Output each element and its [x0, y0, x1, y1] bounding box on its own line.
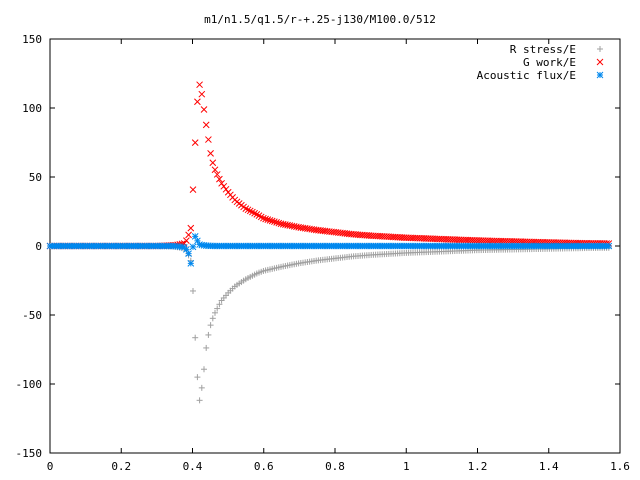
series-g-work-e-point: [260, 214, 267, 222]
y-tick-label: 0: [35, 240, 42, 253]
series-g-work-e-point: [189, 186, 197, 193]
x-tick-label: 0.6: [254, 460, 274, 473]
chart-title: m1/n1.5/q1.5/r-+.25-j130/M100.0/512: [204, 13, 436, 26]
series-g-work-e-point: [191, 139, 199, 146]
series-g-work-e-point: [209, 159, 217, 167]
series-acoustic-flux-e-point: [185, 250, 192, 257]
series-r-stress-e-point: [205, 331, 212, 338]
series-r-stress-e-point: [209, 315, 216, 322]
series-g-work-e-point: [220, 182, 228, 190]
series-r-stress-e-point: [198, 384, 205, 391]
series-g-work-e-point: [273, 219, 280, 226]
legend-label: G work/E: [523, 56, 576, 69]
series-r-stress-e-point: [212, 309, 218, 316]
series-g-work-e-point: [216, 175, 223, 183]
x-tick-label: 1.6: [610, 460, 630, 473]
series-g-work-e-point: [213, 171, 221, 178]
series-g-work-e-point: [264, 216, 272, 224]
x-tick-label: 0: [47, 460, 54, 473]
series-r-stress-e-point: [207, 322, 214, 329]
y-tick-label: -150: [16, 447, 43, 460]
axis-ticks: 0 0.2 0.4 0.6 0.8 1 1.2 1.4 1.6 150 100 50 0 -50 -100 -…: [16, 33, 630, 473]
series-acoustic-flux-e-point: [187, 260, 195, 267]
series-g-work-e-point: [211, 166, 219, 174]
y-tick-label: 50: [29, 171, 42, 184]
series-g-work-e-point: [194, 98, 201, 106]
series-r-stress-e-point: [201, 366, 207, 373]
series-r-stress-e-point: [216, 301, 223, 308]
series-g-work-e-point: [207, 150, 214, 157]
series-g-work-e-point: [266, 216, 274, 224]
series-g-work-e-point: [262, 215, 269, 223]
series-g-work-e-point: [196, 81, 203, 89]
x-tick-label: 0.4: [183, 460, 203, 473]
series-r-stress-e-point: [190, 287, 196, 294]
series-g-work-e-point: [271, 218, 278, 226]
series-r-stress-e-point: [214, 305, 221, 312]
series-r-stress-e-point: [196, 397, 203, 404]
legend-label: Acoustic flux/E: [477, 69, 576, 82]
x-tick-label: 1.2: [468, 460, 488, 473]
series-g-work-e-point: [275, 219, 283, 227]
x-tick-label: 1.4: [539, 460, 559, 473]
series-g-work-e-point: [222, 185, 230, 193]
y-tick-label: -50: [22, 309, 42, 322]
x-tick-label: 1: [403, 460, 410, 473]
series-g-work-e-point: [185, 231, 192, 239]
series-g-work-e-point: [187, 224, 195, 232]
series-r-stress-e-point: [192, 334, 199, 341]
y-tick-label: 150: [22, 33, 42, 46]
y-tick-label: -100: [16, 378, 43, 391]
legend-marker: [596, 71, 604, 79]
series-g-work-e-point: [202, 121, 210, 129]
series-g-work-e-point: [200, 106, 208, 113]
x-tick-label: 0.2: [111, 460, 131, 473]
series-r-stress-e-point: [194, 374, 201, 381]
legend-marker: [597, 46, 603, 52]
series-g-work-e-point: [218, 179, 225, 187]
series-acoustic-flux-e-point: [605, 242, 613, 250]
series-g-work-e-point: [183, 237, 190, 244]
legend-label: R stress/E: [510, 43, 576, 56]
data-points: [46, 81, 613, 404]
series-acoustic-flux-e-point: [189, 243, 197, 251]
series-r-stress-e-point: [203, 344, 210, 351]
y-tick-label: 100: [22, 102, 42, 115]
series-g-work-e-point: [268, 217, 276, 225]
legend-marker: [596, 58, 604, 66]
series-g-work-e-point: [205, 136, 212, 143]
series-g-work-e-point: [198, 90, 206, 98]
x-tick-label: 0.8: [325, 460, 345, 473]
